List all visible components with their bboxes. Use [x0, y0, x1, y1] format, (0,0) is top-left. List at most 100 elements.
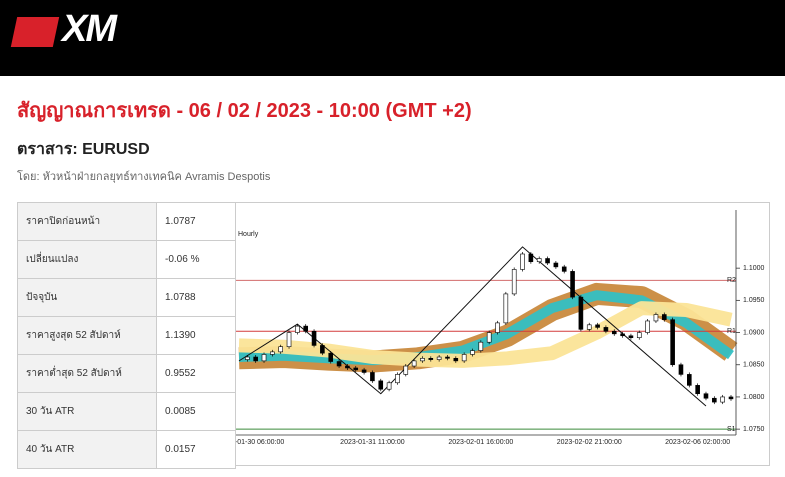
candle: [611, 330, 617, 335]
cell-label: ราคาต่ำสุด 52 สัปดาห์: [17, 354, 157, 393]
candle: [545, 258, 550, 264]
candle: [345, 365, 350, 369]
candle: [561, 266, 567, 272]
candle: [703, 393, 709, 399]
candle: [603, 327, 609, 332]
candle: [445, 356, 450, 359]
candle: [470, 350, 475, 355]
cell-value: 0.0085: [156, 392, 236, 431]
cell-label: ปัจจุบัน: [17, 278, 157, 317]
cell-label: ราคาสูงสุด 52 สัปดาห์: [17, 316, 157, 355]
header: XM: [0, 0, 785, 76]
candle: [645, 320, 650, 333]
table-row: ราคาต่ำสุด 52 สัปดาห์ 0.9552: [17, 354, 236, 393]
candle: [370, 372, 375, 382]
candle: [311, 330, 317, 346]
chart: Hourly R2 R1 S1 1.0750 1.0800 1.0850 1.0900 1.09…: [235, 202, 770, 466]
chart-title: Hourly: [238, 231, 259, 238]
candle: [636, 332, 642, 339]
candle: [361, 369, 367, 373]
cell-label: ราคาปิดก่อนหน้า: [17, 202, 157, 241]
candle: [678, 364, 684, 375]
candle: [328, 352, 334, 362]
candle: [670, 319, 675, 366]
candle: [378, 380, 384, 390]
candle: [586, 324, 592, 330]
table-row: 40 วัน ATR 0.0157: [17, 430, 236, 469]
candle: [553, 262, 559, 268]
cell-value: 0.9552: [156, 354, 236, 393]
candle: [395, 374, 400, 384]
candle: [712, 397, 717, 403]
y-tick-label: 1.0750: [743, 426, 765, 433]
logo-icon: [10, 17, 60, 47]
candle: [653, 314, 659, 322]
cell-value: 0.0157: [156, 430, 236, 469]
candle: [478, 341, 484, 351]
zigzag: [238, 246, 707, 407]
candle: [411, 360, 417, 367]
candle: [720, 396, 725, 403]
candle: [420, 358, 425, 362]
y-tick-label: 1.0900: [743, 329, 765, 336]
candle: [386, 382, 392, 390]
cell-value: 1.0787: [156, 202, 236, 241]
candle: [503, 293, 509, 324]
candle: [453, 358, 459, 362]
candle: [520, 253, 525, 270]
logo[interactable]: XM: [62, 8, 117, 50]
table-row: เปลี่ยนแปลง -0.06 %: [17, 240, 236, 279]
candle: [278, 346, 283, 353]
table-row: ราคาปิดก่อนหน้า 1.0787: [17, 202, 236, 241]
table-row: ราคาสูงสุด 52 สัปดาห์ 1.1390: [17, 316, 236, 355]
candle: [687, 374, 692, 386]
cell-value: -0.06 %: [156, 240, 236, 279]
table-row: ปัจจุบัน 1.0788: [17, 278, 236, 317]
candle: [536, 258, 542, 263]
candle: [245, 356, 250, 360]
candle: [270, 351, 275, 355]
cell-label: 30 วัน ATR: [17, 392, 157, 431]
cell-value: 1.1390: [156, 316, 236, 355]
x-tick-label: 2023-02-06 02:00:00: [665, 439, 730, 446]
candle: [336, 361, 342, 367]
candle: [578, 296, 584, 330]
candle: [428, 358, 434, 360]
level-label: R1: [727, 328, 736, 335]
x-tick-label: 2023-02-02 21:00:00: [557, 439, 622, 446]
x-tick-label: 2023-02-01 16:00:00: [448, 439, 513, 446]
x-tick-label: 23-01-30 06:00:00: [235, 439, 284, 446]
candle: [595, 324, 600, 328]
candle: [570, 271, 575, 298]
cell-value: 1.0788: [156, 278, 236, 317]
cell-label: 40 วัน ATR: [17, 430, 157, 469]
y-tick-label: 1.1000: [743, 265, 765, 272]
stats-table: ราคาปิดก่อนหน้า 1.0787 เปลี่ยนแปลง -0.06 % ป…: [17, 202, 236, 469]
candle: [628, 335, 634, 339]
candle: [253, 356, 258, 362]
y-tick-label: 1.0950: [743, 297, 765, 304]
page-title: สัญญาณการเทรด - 06 / 02 / 2023 - 10:00 (…: [17, 100, 472, 122]
candle: [436, 356, 442, 360]
instrument: ตราสาร: EURUSD: [17, 141, 150, 158]
cell-label: เปลี่ยนแปลง: [17, 240, 157, 279]
candle: [303, 325, 309, 332]
candle: [661, 314, 667, 320]
candle: [528, 253, 534, 263]
level-label: S1: [727, 426, 736, 433]
level-label: R2: [727, 277, 736, 284]
candle: [495, 322, 500, 333]
candle: [295, 325, 300, 333]
candle: [353, 367, 359, 371]
author: โดย: หัวหน้าฝ่ายกลยุทธ์ทางเทคนิค Avramis…: [17, 171, 271, 183]
candle: [286, 332, 292, 348]
y-tick-label: 1.0800: [743, 394, 765, 401]
candle: [486, 332, 492, 343]
candle: [461, 354, 467, 362]
candle: [511, 269, 517, 295]
x-tick-label: 2023-01-31 11:00:00: [340, 439, 405, 446]
candle: [695, 385, 700, 395]
candle: [261, 354, 267, 362]
y-tick-label: 1.0850: [743, 362, 765, 369]
